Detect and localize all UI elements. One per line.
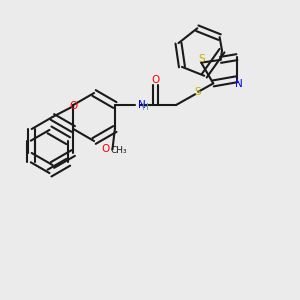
Text: O: O (102, 144, 110, 154)
Text: N: N (235, 79, 242, 89)
Text: S: S (198, 54, 205, 64)
Text: O: O (69, 101, 77, 111)
Text: S: S (194, 87, 201, 97)
Text: CH₃: CH₃ (111, 146, 128, 155)
Text: O: O (152, 75, 160, 85)
Text: H: H (141, 103, 148, 112)
Text: N: N (138, 100, 146, 110)
